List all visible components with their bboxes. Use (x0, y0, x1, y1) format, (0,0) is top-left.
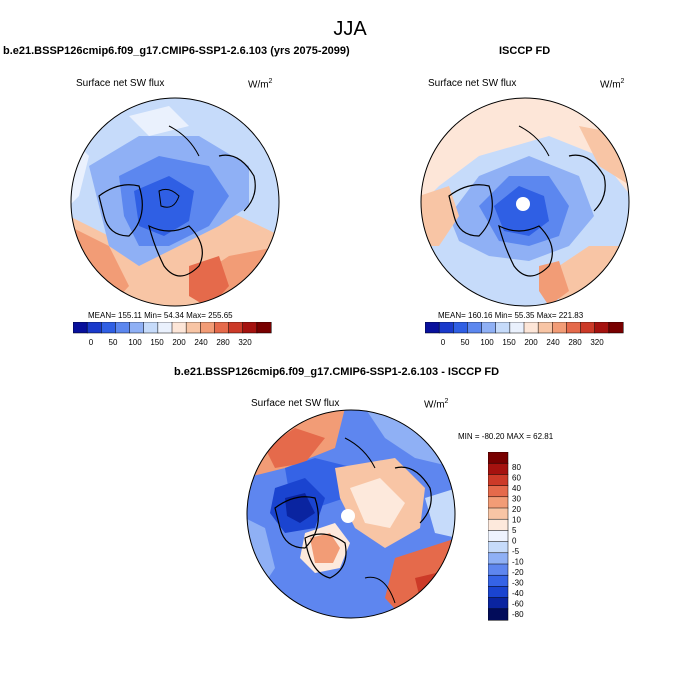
colorbar-swatch (552, 322, 567, 334)
colorbar-swatch (453, 322, 468, 334)
panel-3-colorbar-label: -80 (512, 610, 524, 619)
colorbar-swatch (242, 322, 258, 334)
panel-3-variable-label: Surface net SW flux (251, 398, 340, 409)
panel-1-colorbar-label: 0 (89, 338, 94, 347)
panel-2-colorbar-label: 100 (480, 338, 494, 347)
panel-3-colorbar-label: 80 (512, 463, 521, 472)
panel-3-polar-map (246, 409, 456, 619)
colorbar-swatch (101, 322, 116, 334)
panel-3-colorbar-ticks: 80 60 40 30 20 10 5 0 -5 -10 -20 -30 -40… (512, 463, 524, 619)
colorbar-swatch (488, 586, 509, 599)
colorbar-swatch (488, 608, 509, 621)
panel-3-colorbar: 80 60 40 30 20 10 5 0 -5 -10 -20 -30 -40… (488, 452, 524, 621)
colorbar-swatch (523, 322, 539, 334)
season-title: JJA (333, 18, 367, 40)
panel-2-colorbar: 0 50 100 150 200 240 280 320 (425, 322, 624, 347)
colorbar-swatch (608, 322, 624, 334)
colorbar-swatch (495, 322, 511, 334)
panel-3-colorbar-label: 30 (512, 495, 521, 504)
panel-3-units: W/m2 (424, 398, 449, 411)
panel-3-colorbar-label: 5 (512, 526, 517, 535)
panel-2-colorbar-swatches (425, 322, 624, 334)
panel-3-colorbar-label: 10 (512, 516, 521, 525)
colorbar-swatch (129, 322, 145, 334)
colorbar-swatch (171, 322, 187, 334)
panel-3-colorbar-label: -5 (512, 547, 520, 556)
colorbar-swatch (467, 322, 483, 334)
colorbar-swatch (488, 518, 509, 531)
panel-1-colorbar-label: 100 (128, 338, 142, 347)
colorbar-swatch (488, 452, 509, 464)
colorbar-swatch (86, 322, 102, 334)
colorbar-swatch (488, 485, 509, 498)
colorbar-swatch (143, 322, 159, 334)
panel-3-colorbar-label: -20 (512, 568, 524, 577)
panel-2-units: W/m2 (600, 78, 625, 91)
panel-2-colorbar-ticks: 0 50 100 150 200 240 280 320 (441, 338, 604, 347)
panel-1-colorbar-swatches (73, 322, 272, 334)
colorbar-swatch (185, 322, 201, 334)
panel-3-colorbar-label: -10 (512, 558, 524, 567)
panel-1-colorbar-label: 280 (216, 338, 230, 347)
panel-3-colorbar-label: -30 (512, 579, 524, 588)
colorbar-swatch (228, 322, 244, 334)
panel-2-colorbar-label: 150 (502, 338, 516, 347)
panel-1-colorbar-label: 320 (238, 338, 252, 347)
panel-2-colorbar-label: 280 (568, 338, 582, 347)
panel-1-variable-label: Surface net SW flux (76, 78, 165, 89)
colorbar-swatch (488, 507, 509, 520)
panel-3-colorbar-label: 20 (512, 505, 521, 514)
colorbar-swatch (200, 322, 215, 334)
panel-3-colorbar-label: 0 (512, 537, 517, 546)
colorbar-swatch (256, 322, 272, 334)
panel-1-title: b.e21.BSSP126cmip6.f09_g17.CMIP6-SSP1-2.… (3, 45, 350, 57)
panel-1-stats: MEAN= 155.11 Min= 54.34 Max= 255.65 (88, 311, 233, 320)
panel-3-colorbar-label: -60 (512, 600, 524, 609)
colorbar-swatch (488, 462, 509, 475)
panel-2-colorbar-label: 0 (441, 338, 446, 347)
colorbar-swatch (488, 574, 509, 587)
colorbar-swatch (73, 322, 88, 334)
panel-1-colorbar: 0 50 100 150 200 240 280 320 (73, 322, 272, 347)
panel-2-stats: MEAN= 160.16 Min= 55.35 Max= 221.83 (438, 311, 584, 320)
colorbar-swatch (425, 322, 440, 334)
colorbar-swatch (488, 541, 509, 554)
panel-2-variable-label: Surface net SW flux (428, 78, 517, 89)
panel-2-polar-map (420, 97, 630, 307)
panel-3-title: b.e21.BSSP126cmip6.f09_g17.CMIP6-SSP1-2.… (174, 366, 500, 378)
colorbar-swatch (488, 530, 509, 543)
colorbar-swatch (481, 322, 497, 334)
colorbar-swatch (594, 322, 610, 334)
panel-2-title: ISCCP FD (499, 45, 551, 57)
colorbar-swatch (509, 322, 525, 334)
colorbar-swatch (488, 474, 509, 487)
panel-3-colorbar-label: 40 (512, 484, 521, 493)
panel-1-colorbar-label: 200 (172, 338, 186, 347)
colorbar-swatch (566, 322, 582, 334)
colorbar-swatch (438, 322, 454, 334)
colorbar-swatch (488, 563, 509, 576)
panel-2-colorbar-label: 200 (524, 338, 538, 347)
colorbar-swatch (580, 322, 596, 334)
colorbar-swatch (214, 322, 230, 334)
colorbar-swatch (488, 597, 509, 610)
panel-1-colorbar-label: 50 (109, 338, 118, 347)
colorbar-swatch (157, 322, 173, 334)
panel-1-colorbar-label: 150 (150, 338, 164, 347)
panel-1-colorbar-ticks: 0 50 100 150 200 240 280 320 (89, 338, 252, 347)
panel-2-colorbar-label: 320 (590, 338, 604, 347)
colorbar-swatch (115, 322, 131, 334)
colorbar-swatch (537, 322, 553, 334)
colorbar-swatch (488, 496, 509, 509)
panel-3-colorbar-label: 60 (512, 474, 521, 483)
colorbar-swatch (488, 552, 509, 565)
panel-1-colorbar-label: 240 (194, 338, 208, 347)
panel-1-polar-map (70, 97, 280, 307)
panel-3-colorbar-label: -40 (512, 589, 524, 598)
panel-1-units: W/m2 (248, 78, 273, 91)
panel-3-colorbar-swatches (488, 452, 509, 621)
panel-3-stats: MIN = -80.20 MAX = 62.81 (458, 432, 554, 441)
panel-2-colorbar-label: 240 (546, 338, 560, 347)
panel-2-colorbar-label: 50 (461, 338, 470, 347)
